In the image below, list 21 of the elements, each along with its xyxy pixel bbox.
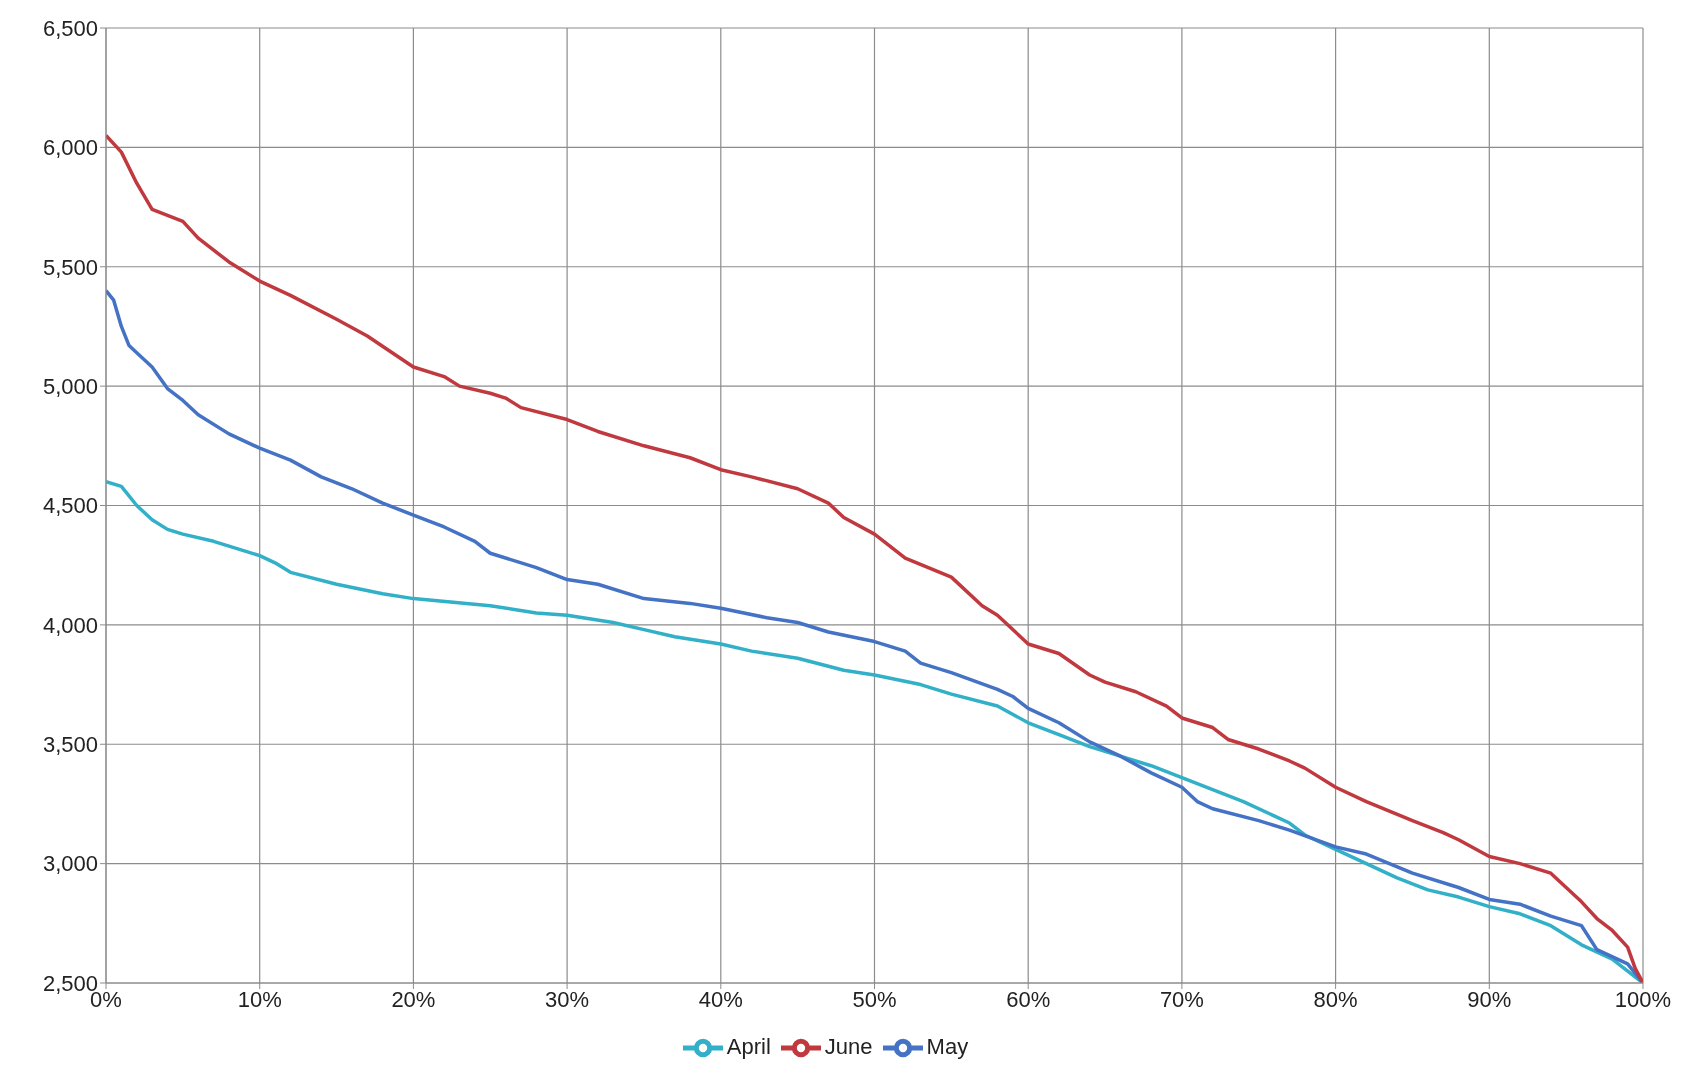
x-tick-label: 40%: [698, 986, 743, 1012]
x-tick-label: 60%: [1006, 986, 1051, 1012]
x-tick-label: 10%: [237, 986, 282, 1012]
y-tick-label: 6,000: [42, 135, 98, 161]
legend-label: June: [824, 1033, 873, 1059]
y-tick-label: 5,000: [42, 373, 98, 399]
y-tick-label: 5,500: [42, 254, 98, 280]
y-tick-label: 6,500: [42, 15, 98, 41]
legend-label: May: [926, 1033, 969, 1059]
x-tick-label: 80%: [1313, 986, 1358, 1012]
y-tick-label: 4,500: [42, 493, 98, 519]
x-tick-label: 30%: [545, 986, 590, 1012]
x-tick-label: 90%: [1467, 986, 1512, 1012]
x-tick-label: 100%: [1614, 986, 1672, 1012]
x-tick-label: 50%: [852, 986, 897, 1012]
y-tick-label: 3,000: [42, 851, 98, 877]
x-tick-label: 20%: [391, 986, 436, 1012]
x-tick-label: 70%: [1159, 986, 1204, 1012]
y-tick-label: 4,000: [42, 612, 98, 638]
y-tick-label: 3,500: [42, 732, 98, 758]
legend-label: April: [726, 1033, 771, 1059]
